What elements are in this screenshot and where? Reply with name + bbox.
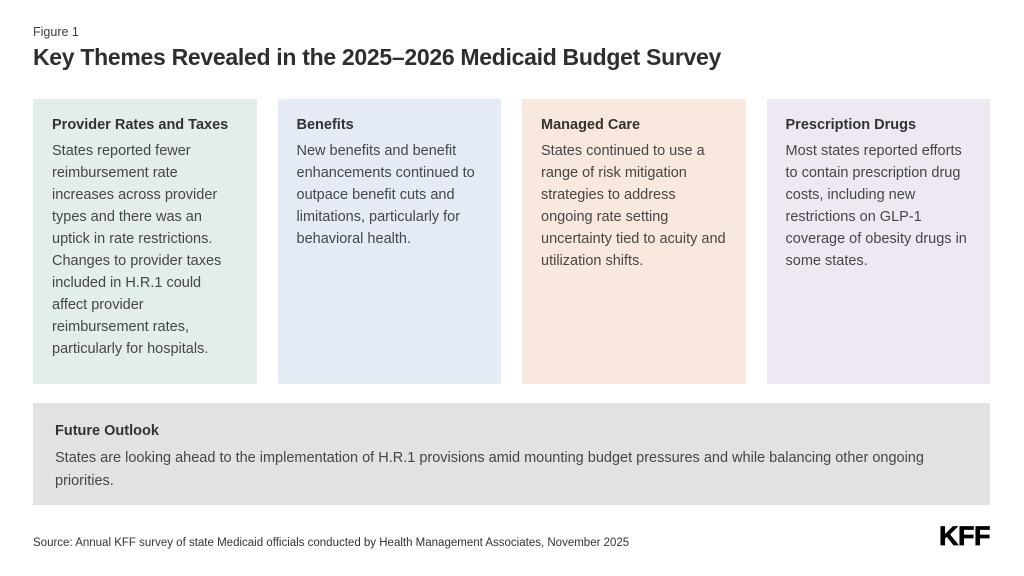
figure-label: Figure 1 — [33, 25, 79, 39]
card-heading: Benefits — [296, 117, 354, 133]
card-heading: Managed Care — [541, 117, 641, 133]
source-note: Source: Annual KFF survey of state Medic… — [33, 537, 630, 549]
card-provider-rates-and-taxes: Provider Rates and Taxes States reported… — [33, 99, 257, 384]
card-body: States continued to use a range of risk … — [541, 143, 726, 269]
card-future-outlook: Future Outlook States are looking ahead … — [33, 403, 990, 505]
kff-logo: KFF — [939, 521, 991, 552]
card-heading: Provider Rates and Taxes — [52, 117, 229, 133]
card-body: Most states reported efforts to contain … — [785, 143, 967, 269]
theme-cards-row: Provider Rates and Taxes States reported… — [33, 99, 990, 384]
card-body: States reported fewer reimbursement rate… — [52, 143, 222, 357]
card-prescription-drugs: Prescription Drugs Most states reported … — [766, 99, 990, 384]
card-body: New benefits and benefit enhancements co… — [296, 143, 475, 247]
card-heading: Future Outlook — [55, 423, 159, 439]
page-title: Key Themes Revealed in the 2025–2026 Med… — [33, 44, 721, 70]
card-heading: Prescription Drugs — [785, 117, 917, 133]
card-managed-care: Managed Care States continued to use a r… — [522, 99, 746, 384]
card-benefits: Benefits New benefits and benefit enhanc… — [277, 99, 501, 384]
card-body: States are looking ahead to the implemen… — [55, 450, 924, 489]
